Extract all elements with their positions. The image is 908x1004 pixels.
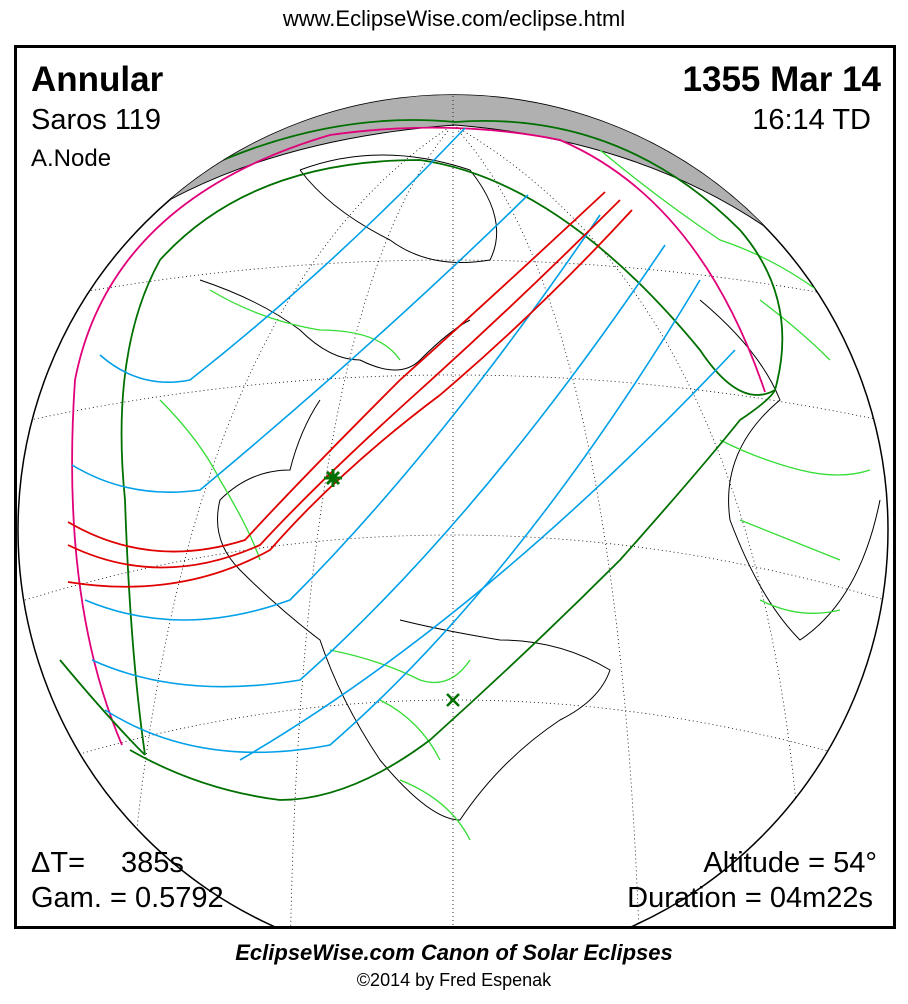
copyright: ©2014 by Fred Espenak [356,970,552,990]
delta-t-label: ΔT= [31,847,86,879]
penumbral-limit-south [129,389,776,801]
greatest-eclipse-star-icon [324,469,342,487]
globe-map [17,94,889,926]
gamma-value: Gam. = 0.5792 [31,882,224,914]
source-url: www.EclipseWise.com/eclipse.html [282,6,626,31]
time-lines [71,127,736,761]
node-label: A.Node [31,145,112,172]
eclipse-date: 1355 Mar 14 [682,60,881,99]
eclipse-map-frame: Annular Saros 119 A.Node 1355 Mar 14 16:… [14,45,896,929]
central-path [67,191,633,588]
penumbral-limit-north [24,119,784,756]
duration-value: Duration = 04m22s [627,882,873,914]
altitude-value: Altitude = 54° [703,847,877,879]
rise-set-limit-curve [71,126,766,746]
graticule [24,96,886,926]
delta-t-value: 385s [121,847,184,879]
eclipse-time: 16:14 TD [752,104,871,136]
eclipse-type: Annular [31,60,164,99]
sub-solar-x-icon [446,693,460,707]
saros-number: Saros 119 [31,104,162,136]
coastlines [199,154,881,821]
political-borders [159,149,871,841]
canon-title: EclipseWise.com Canon of Solar Eclipses [235,940,673,965]
